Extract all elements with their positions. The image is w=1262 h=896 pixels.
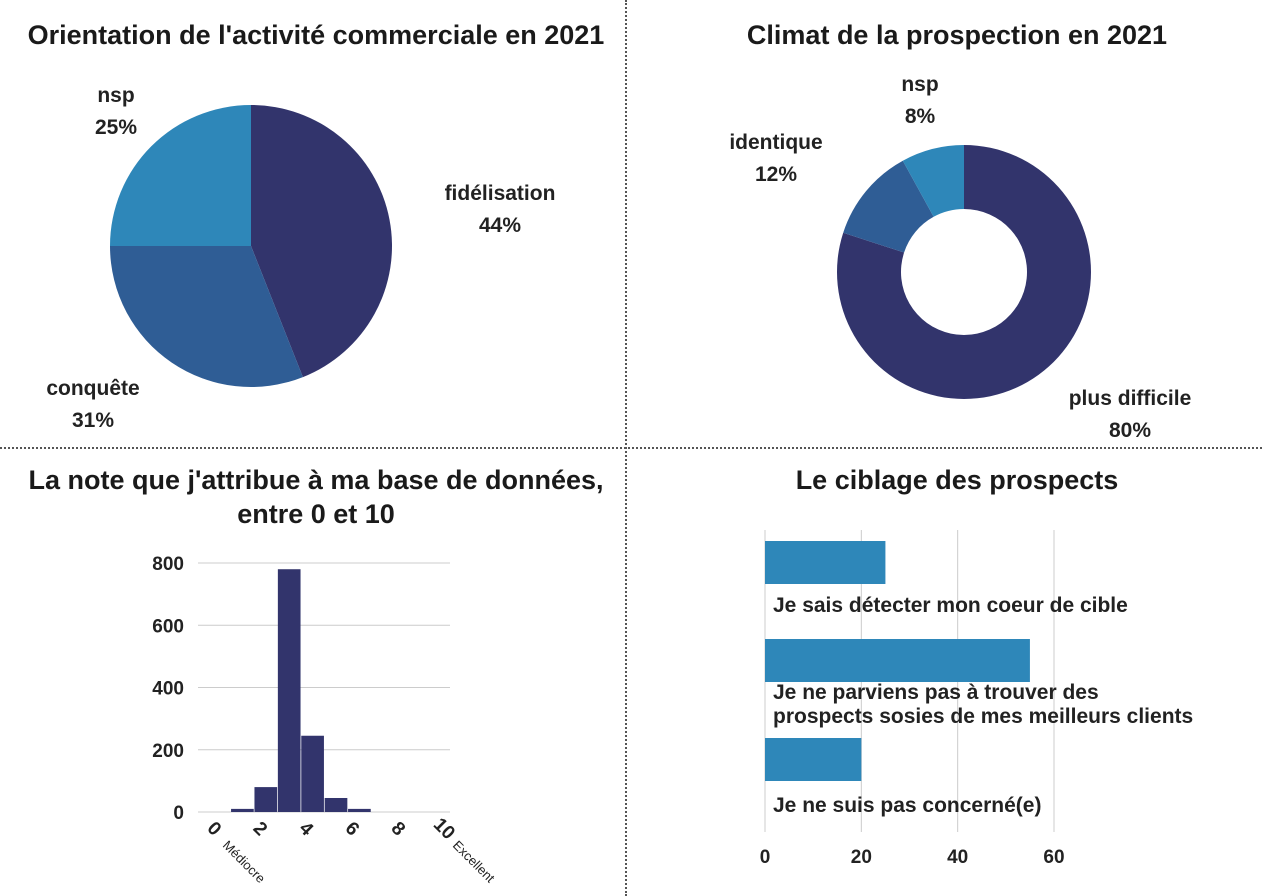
chart3-bar-1: [231, 808, 254, 812]
chart3-ytick-3: 600: [152, 616, 184, 637]
chart1-title: Orientation de l'activité commerciale en…: [27, 20, 605, 50]
chart4-bar-0: [765, 541, 886, 584]
chart2-slice-1: [843, 160, 934, 253]
chart4-category-label-2-line-0: Je ne suis pas concerné(e): [773, 794, 1042, 817]
chart2-label-identique-name: identique: [729, 131, 823, 154]
chart1-label-nsp-name: nsp: [97, 84, 135, 107]
chart4-category-label-0: Je sais détecter mon coeur de cible: [773, 594, 1128, 618]
chart3-title-line1: La note que j'attribue à ma base de donn…: [28, 465, 604, 495]
chart2-title: Climat de la prospection en 2021: [746, 20, 1168, 50]
chart1-label-nsp: nsp 25%: [56, 80, 176, 144]
horizontal-separator: [0, 447, 1262, 449]
chart3-xtick-note-0: Médiocre: [220, 838, 268, 886]
chart2-label-plus-difficile-value: 80%: [1108, 419, 1152, 442]
chart4-category-label-1-line-0: Je ne parviens pas à trouver des: [773, 681, 1099, 704]
chart2-label-identique: identique 12%: [706, 127, 846, 191]
chart4-xtick-3: 60: [1043, 847, 1064, 868]
chart3-title-line2: entre 0 et 10: [237, 499, 395, 529]
chart3-ytick-1: 200: [152, 741, 184, 762]
chart4-bar-1: [765, 639, 1030, 682]
chart3-xtick-note-5: Excellent: [450, 838, 498, 886]
chart2-label-nsp-name: nsp: [901, 73, 939, 96]
chart1-slice-1: [110, 246, 303, 387]
chart3-bar-5: [324, 797, 348, 812]
chart2-label-identique-value: 12%: [754, 163, 798, 186]
chart1-label-conquete: conquête 31%: [18, 373, 168, 437]
chart2-slice-2: [902, 145, 964, 217]
chart3-title: La note que j'attribue à ma base de donn…: [0, 463, 632, 531]
chart4-category-label-0-line-0: Je sais détecter mon coeur de cible: [773, 594, 1128, 617]
chart3-xtick-0: 0: [203, 818, 225, 840]
chart2-label-nsp: nsp 8%: [860, 69, 980, 133]
chart3-bar-6: [348, 808, 371, 812]
chart3-ytick-0: 0: [173, 803, 184, 824]
chart2-label-plus-difficile-name: plus difficile: [1068, 387, 1192, 410]
chart1-label-nsp-value: 25%: [94, 116, 138, 139]
chart4-bar-2: [765, 738, 862, 781]
chart1-label-conquete-name: conquête: [46, 377, 140, 400]
chart1-label-fidelisation-value: 44%: [478, 214, 522, 237]
chart4-category-label-1-line-1: prospects sosies de mes meilleurs client…: [773, 705, 1194, 728]
chart3-bar-4: [301, 735, 324, 812]
chart4-title: Le ciblage des prospects: [795, 465, 1119, 495]
chart2-slice-0: [837, 145, 1091, 399]
chart3-bar-2: [254, 787, 278, 812]
chart3-ytick-2: 400: [152, 679, 184, 700]
chart3-ytick-4: 800: [152, 554, 184, 575]
chart3-bar-3: [277, 569, 301, 812]
chart1-slice-0: [251, 105, 393, 378]
chart3-xtick-5: 10: [429, 814, 459, 844]
chart1-label-fidelisation-name: fidélisation: [444, 182, 556, 205]
chart4-xtick-2: 40: [947, 847, 968, 868]
chart2-label-nsp-value: 8%: [904, 105, 936, 128]
chart3-xtick-2: 4: [295, 818, 318, 841]
chart2-label-plus-difficile: plus difficile 80%: [1055, 383, 1205, 447]
chart4-xtick-0: 0: [760, 847, 771, 868]
chart1-slice-2: [110, 105, 251, 246]
chart1-label-conquete-value: 31%: [71, 409, 115, 432]
chart4-xtick-1: 20: [851, 847, 872, 868]
chart4-category-label-1: Je ne parviens pas à trouver des prospect…: [773, 681, 1193, 729]
chart3-xtick-3: 6: [341, 818, 363, 840]
chart3-xtick-1: 2: [249, 818, 271, 840]
chart3-xtick-4: 8: [387, 818, 409, 840]
chart4-category-label-2: Je ne suis pas concerné(e): [773, 794, 1041, 818]
chart1-label-fidelisation: fidélisation 44%: [425, 178, 575, 242]
